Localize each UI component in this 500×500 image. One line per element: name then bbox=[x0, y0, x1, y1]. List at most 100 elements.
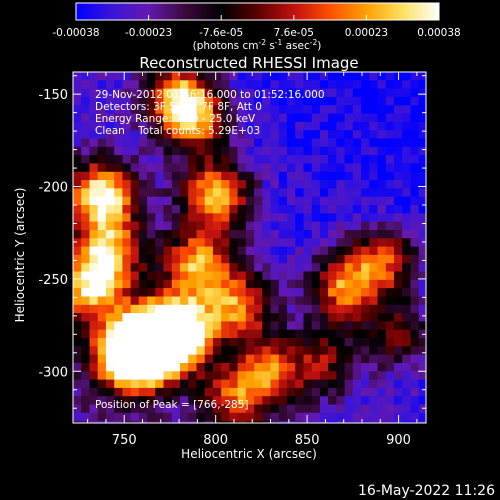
heatmap-pixel bbox=[254, 72, 263, 81]
heatmap-pixel bbox=[270, 113, 280, 123]
heatmap-pixel bbox=[73, 146, 82, 156]
heatmap-pixel bbox=[229, 230, 239, 239]
heatmap-pixel bbox=[188, 205, 197, 214]
heatmap-pixel bbox=[369, 88, 379, 98]
heatmap-pixel bbox=[221, 246, 230, 256]
heatmap-pixel bbox=[352, 130, 362, 140]
heatmap-pixel bbox=[130, 238, 140, 248]
heatmap-pixel bbox=[237, 363, 247, 372]
heatmap-pixel bbox=[295, 121, 304, 131]
heatmap-pixel bbox=[319, 313, 329, 322]
heatmap-pixel bbox=[402, 121, 411, 131]
heatmap-pixel bbox=[361, 387, 370, 397]
heatmap-pixel bbox=[262, 363, 272, 372]
heatmap-pixel bbox=[138, 238, 148, 248]
heatmap-pixel bbox=[147, 155, 156, 164]
heatmap-pixel bbox=[237, 313, 247, 322]
heatmap-pixel bbox=[402, 371, 411, 381]
heatmap-pixel bbox=[427, 405, 436, 414]
heatmap-pixel bbox=[73, 96, 82, 106]
heatmap-pixel bbox=[328, 130, 337, 140]
heatmap-pixel bbox=[237, 404, 247, 414]
heatmap-pixel bbox=[204, 205, 214, 214]
heatmap-pixel bbox=[196, 279, 206, 289]
heatmap-pixel bbox=[180, 72, 189, 81]
heatmap-pixel bbox=[295, 321, 304, 331]
heatmap-pixel bbox=[73, 387, 82, 397]
heatmap-pixel bbox=[303, 379, 313, 389]
heatmap-pixel bbox=[377, 363, 387, 372]
heatmap-pixel bbox=[138, 205, 148, 214]
heatmap-pixel bbox=[204, 113, 214, 123]
heatmap-pixel bbox=[212, 88, 222, 98]
heatmap-pixel bbox=[287, 221, 296, 231]
heatmap-pixel bbox=[237, 138, 247, 148]
heatmap-pixel bbox=[147, 254, 156, 264]
heatmap-pixel bbox=[311, 363, 321, 372]
heatmap-pixel bbox=[295, 96, 304, 106]
heatmap-pixel bbox=[254, 354, 263, 364]
heatmap-pixel bbox=[180, 263, 189, 273]
heatmap-pixel bbox=[311, 338, 321, 347]
heatmap-pixel bbox=[180, 163, 189, 173]
heatmap-pixel bbox=[402, 146, 411, 156]
heatmap-pixel bbox=[114, 155, 123, 164]
heatmap-pixel bbox=[295, 263, 304, 273]
annotation-counts: Clean Total counts: 5.29E+03 bbox=[95, 125, 260, 137]
heatmap-pixel bbox=[377, 279, 387, 289]
heatmap-pixel bbox=[303, 96, 313, 106]
heatmap-pixel bbox=[328, 205, 337, 214]
heatmap-pixel bbox=[105, 121, 115, 131]
heatmap-pixel bbox=[155, 346, 165, 356]
heatmap-pixel bbox=[262, 346, 272, 356]
heatmap-pixel bbox=[295, 271, 304, 281]
heatmap-pixel bbox=[147, 213, 156, 223]
heatmap-pixel bbox=[229, 412, 239, 422]
heatmap-pixel bbox=[171, 88, 181, 98]
heatmap-pixel bbox=[212, 205, 222, 214]
heatmap-pixel bbox=[89, 279, 99, 289]
heatmap-pixel bbox=[270, 88, 280, 98]
heatmap-pixel bbox=[147, 246, 156, 256]
heatmap-pixel bbox=[303, 254, 313, 264]
heatmap-pixel bbox=[147, 279, 156, 289]
heatmap-pixel bbox=[254, 196, 263, 206]
heatmap-pixel bbox=[229, 329, 239, 339]
heatmap-pixel bbox=[303, 113, 313, 123]
heatmap-pixel bbox=[418, 221, 426, 231]
heatmap-pixel bbox=[352, 196, 362, 206]
heatmap-pixel bbox=[138, 146, 148, 156]
heatmap-pixel bbox=[352, 371, 362, 381]
heatmap-pixel bbox=[295, 213, 304, 223]
heatmap-pixel bbox=[319, 329, 329, 339]
heatmap-pixel bbox=[89, 113, 99, 123]
heatmap-pixel bbox=[369, 329, 379, 339]
heatmap-pixel bbox=[352, 296, 362, 306]
heatmap-pixel bbox=[402, 379, 411, 389]
heatmap-pixel bbox=[361, 96, 370, 106]
heatmap-pixel bbox=[204, 329, 214, 339]
heatmap-pixel bbox=[171, 130, 181, 140]
heatmap-pixel bbox=[180, 138, 189, 148]
heatmap-pixel bbox=[114, 387, 123, 397]
heatmap-pixel bbox=[303, 296, 313, 306]
heatmap-pixel bbox=[81, 230, 90, 239]
heatmap-pixel bbox=[352, 155, 362, 164]
heatmap-pixel bbox=[410, 205, 420, 214]
heatmap-pixel bbox=[328, 138, 337, 148]
heatmap-pixel bbox=[319, 163, 329, 173]
heatmap-pixel bbox=[352, 271, 362, 281]
heatmap-pixel bbox=[287, 121, 296, 131]
heatmap-pixel bbox=[418, 105, 426, 115]
heatmap-pixel bbox=[410, 138, 420, 148]
heatmap-pixel bbox=[196, 88, 206, 98]
heatmap-pixel bbox=[287, 338, 296, 347]
heatmap-pixel bbox=[262, 271, 272, 281]
heatmap-pixel bbox=[344, 371, 354, 381]
heatmap-pixel bbox=[97, 213, 107, 223]
heatmap-pixel bbox=[89, 121, 99, 131]
heatmap-pixel bbox=[163, 329, 173, 339]
heatmap-pixel bbox=[270, 80, 280, 90]
heatmap-pixel bbox=[427, 371, 436, 380]
